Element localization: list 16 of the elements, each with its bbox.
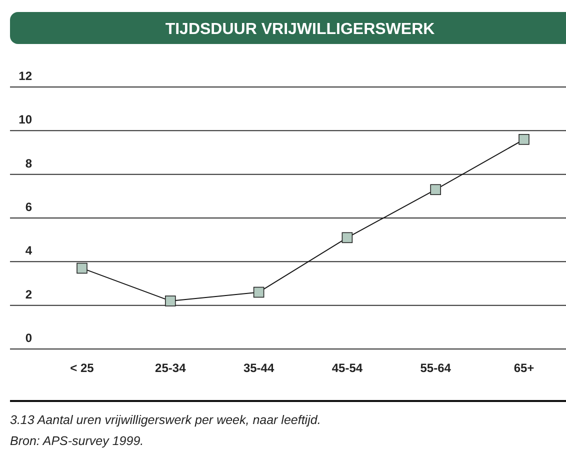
chart-title: TIJDSDUUR VRIJWILLIGERSWERK xyxy=(165,21,436,38)
x-tick-label: 25-34 xyxy=(155,361,186,375)
x-tick-label: 65+ xyxy=(514,361,534,375)
x-tick-label: 35-44 xyxy=(243,361,274,375)
y-tick-label: 10 xyxy=(18,112,32,127)
x-tick-label: 55-64 xyxy=(420,361,452,375)
y-tick-label: 0 xyxy=(25,331,32,345)
x-tick-label: < 25 xyxy=(70,361,94,375)
y-tick-label: 6 xyxy=(25,200,32,214)
x-tick-label: 45-54 xyxy=(332,361,363,375)
y-tick-label: 4 xyxy=(25,244,32,258)
y-tick-label: 8 xyxy=(25,156,32,170)
text: Bron: APS-survey 1999. xyxy=(10,434,144,448)
text: 3.13 Aantal uren vrijwilligerswerk per week, naar leeftijd. xyxy=(10,413,321,427)
y-tick-label: 2 xyxy=(25,287,32,302)
y-tick-label: 12 xyxy=(18,69,32,83)
